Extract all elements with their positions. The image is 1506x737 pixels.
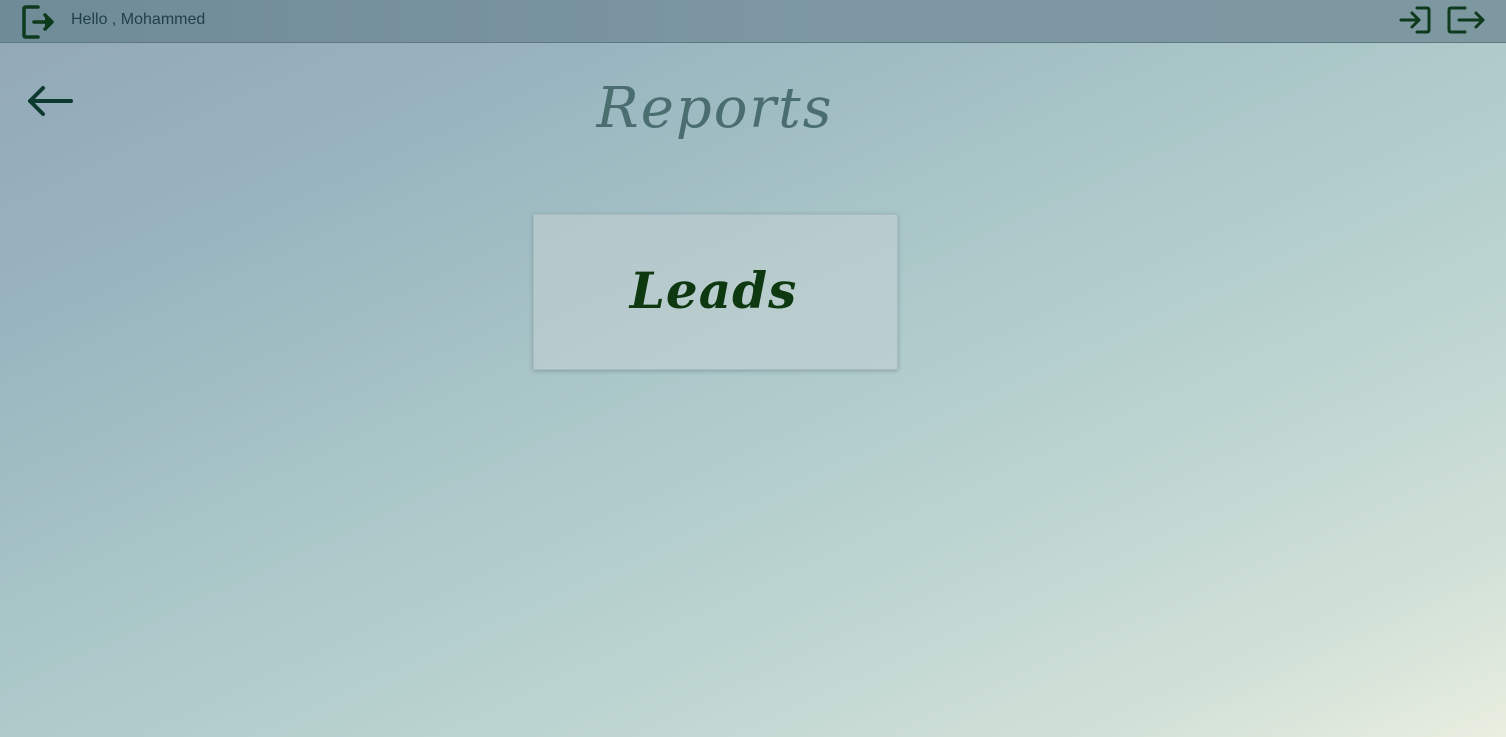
login-icon[interactable]	[1396, 3, 1434, 37]
page-title: Reports	[596, 76, 834, 141]
leads-card-label: Leads	[629, 260, 798, 320]
leads-report-card[interactable]: Leads	[533, 214, 898, 370]
exit-door-icon[interactable]	[18, 3, 62, 41]
arrow-left-icon[interactable]	[24, 82, 76, 120]
logout-icon[interactable]	[1444, 3, 1490, 37]
top-bar: Hello , Mohammed	[0, 0, 1506, 43]
greeting-text: Hello , Mohammed	[71, 11, 206, 28]
